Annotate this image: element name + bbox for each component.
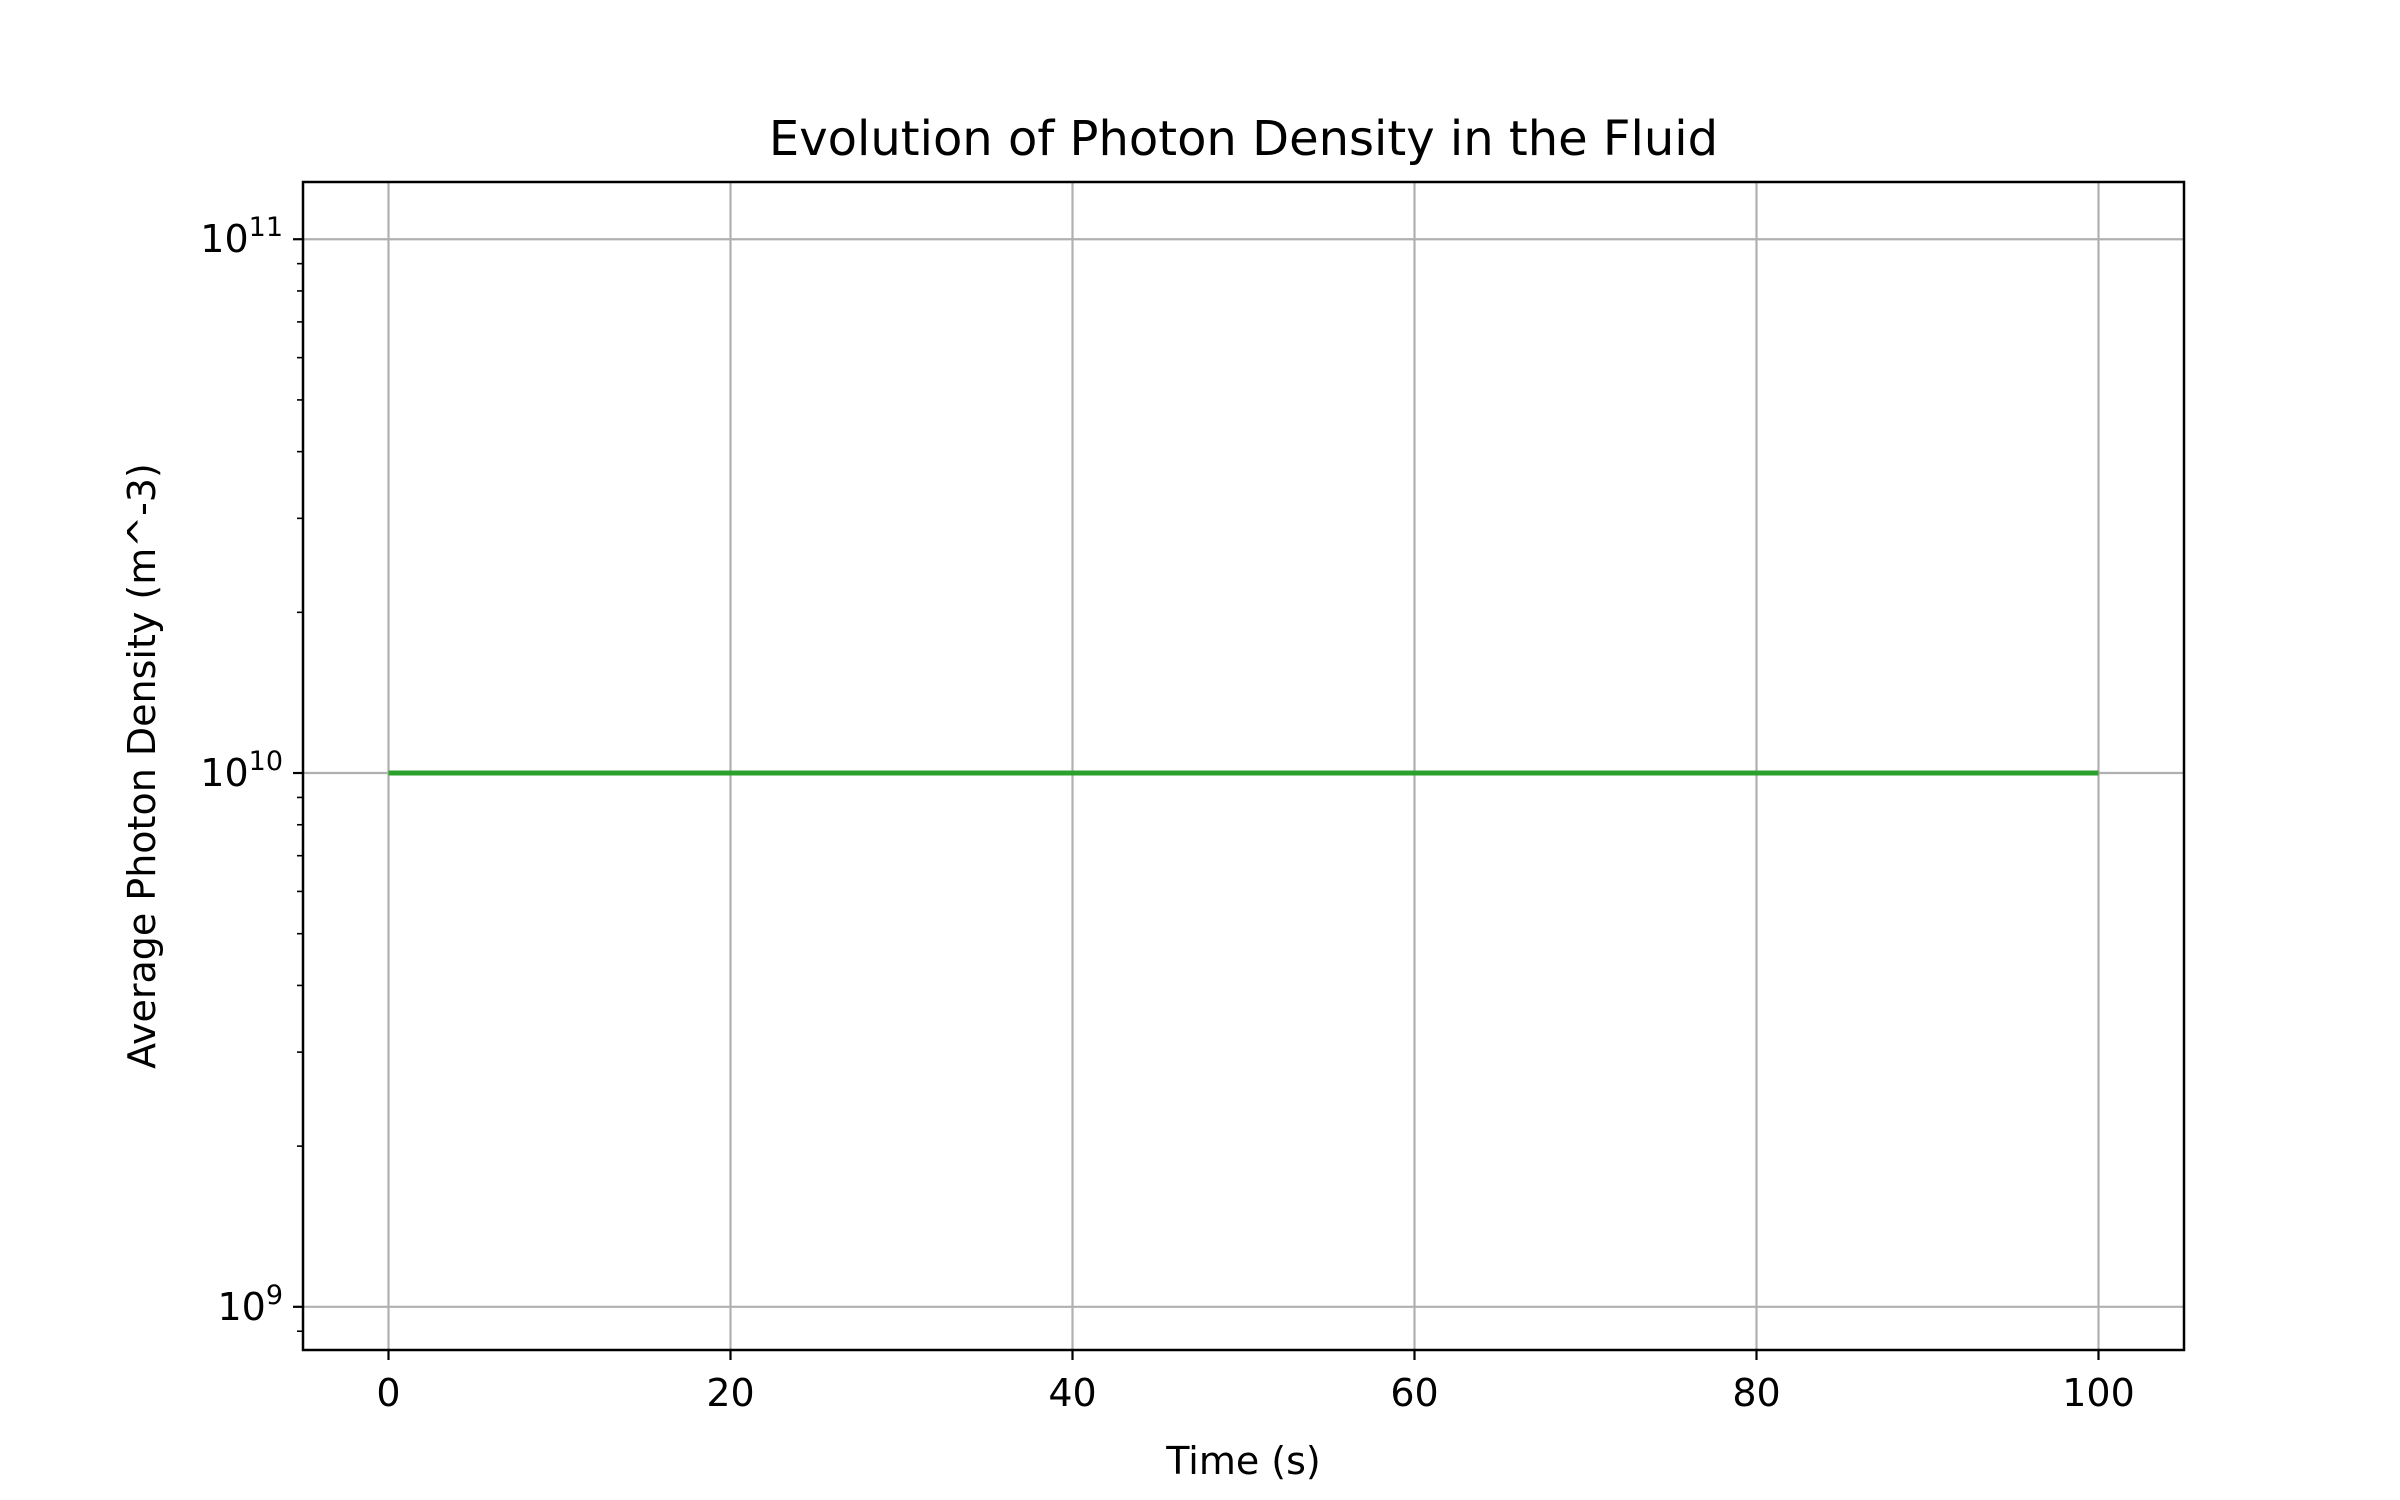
chart-title: Evolution of Photon Density in the Fluid: [769, 111, 1718, 167]
x-tick-label: 60: [1390, 1371, 1438, 1415]
y-tick-label: 1010: [200, 746, 283, 795]
x-tick-label: 40: [1048, 1371, 1096, 1415]
y-tick-label: 1011: [200, 212, 283, 261]
y-tick-label: 109: [217, 1280, 283, 1329]
x-axis-label: Time (s): [1165, 1439, 1321, 1483]
grid: [303, 182, 2184, 1350]
x-tick-label: 20: [706, 1371, 754, 1415]
x-tick-label: 100: [2062, 1371, 2135, 1415]
x-tick-label: 0: [376, 1371, 400, 1415]
ticks: 0 20 40 60 80 100 109 1010 1011: [200, 212, 2134, 1415]
x-tick-label: 80: [1732, 1371, 1780, 1415]
plot-frame: [301, 180, 2186, 1352]
y-axis-label: Average Photon Density (m^-3): [120, 463, 164, 1069]
